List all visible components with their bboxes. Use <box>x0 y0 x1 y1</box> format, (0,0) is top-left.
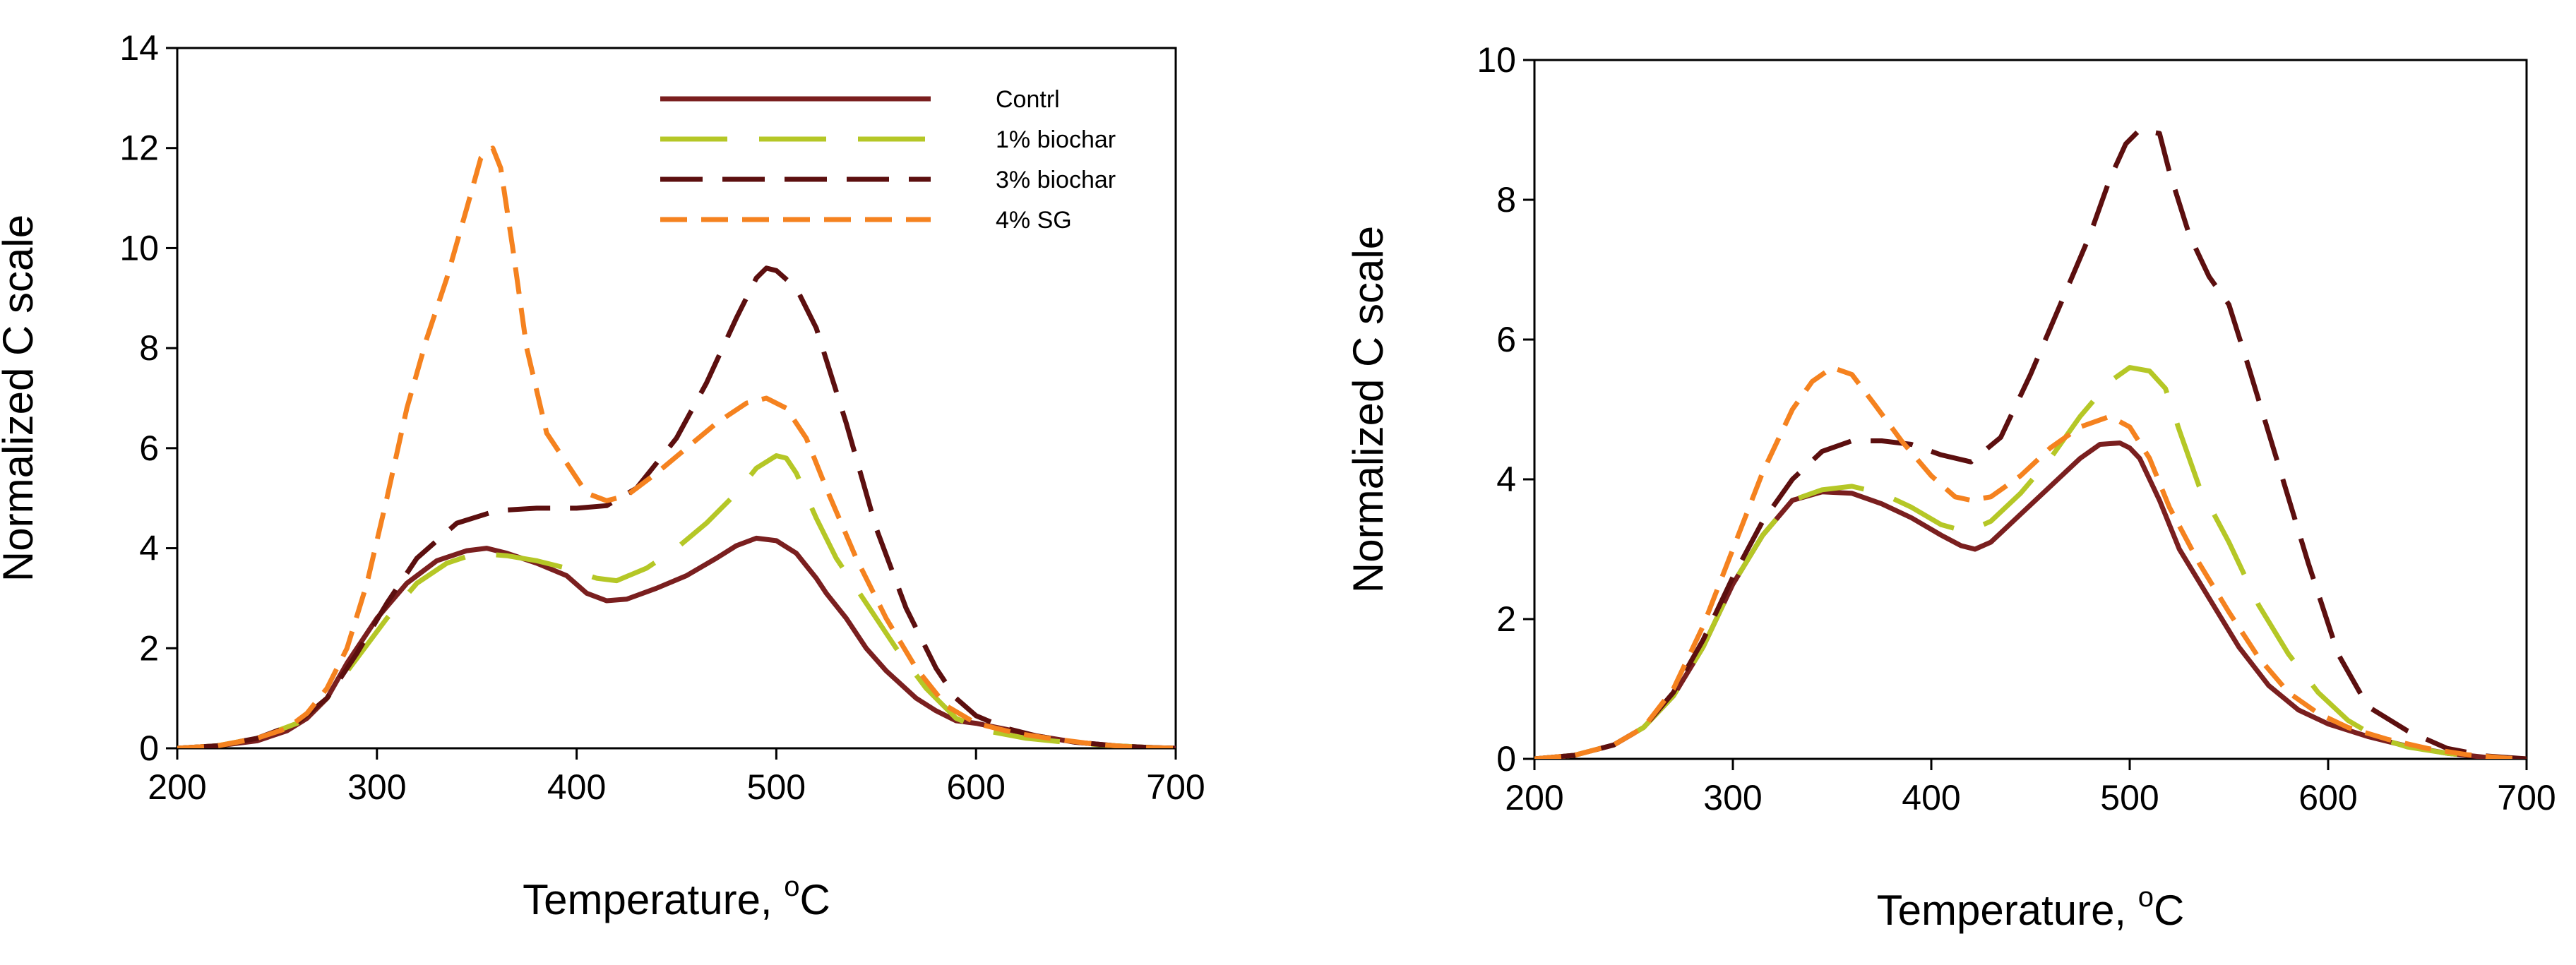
plot-frame <box>176 47 1177 750</box>
series-line-1 <box>177 535 1176 748</box>
chart-panel-2: 0 2 4 6 8 10 200 300 400 500 600 700 Temperature, oC… <box>1344 40 2556 934</box>
x-tick-label: 600 <box>946 767 1005 807</box>
series-line-2 <box>177 453 1176 748</box>
legend-label-4: 4% SG <box>996 207 1072 234</box>
chart-panel-1: 0 2 4 6 8 10 12 14 200 300 400 500 600 700 Temperature… <box>0 28 1205 923</box>
legend: Contrl 1% biochar 3% biochar 4% SG <box>660 86 1116 234</box>
series-line-2 <box>1534 365 2527 759</box>
legend-label-1: Contrl <box>996 86 1060 113</box>
x-tick-label: 700 <box>2497 778 2556 817</box>
x-axis-title: Temperature, oC <box>1877 882 2185 934</box>
x-tick-label: 700 <box>1146 767 1205 807</box>
x-tick-label: 400 <box>547 767 606 807</box>
series-line-4 <box>1534 365 2527 759</box>
x-tick-label: 200 <box>148 767 206 807</box>
y-axis-title: Normalized C scale <box>0 215 42 582</box>
y-tick-label: 10 <box>1477 40 1516 80</box>
legend-label-2: 1% biochar <box>996 126 1116 153</box>
y-tick-label: 0 <box>139 729 159 768</box>
series-line-4 <box>177 145 1176 748</box>
x-tick-label: 300 <box>1703 778 1762 817</box>
y-tick-label: 10 <box>119 228 159 268</box>
plot-frame <box>1533 59 2528 760</box>
y-tick-label: 2 <box>1496 599 1516 639</box>
x-tick-label: 500 <box>2100 778 2159 817</box>
series-line-3 <box>1534 127 2527 759</box>
y-tick-label: 6 <box>1496 320 1516 359</box>
series-line-3 <box>177 265 1176 748</box>
x-tick-label: 200 <box>1505 778 1563 817</box>
y-axis-title: Normalized C scale <box>1344 226 1392 593</box>
series-lines <box>177 145 1176 748</box>
y-tick-label: 4 <box>139 529 159 568</box>
x-tick-label: 500 <box>747 767 806 807</box>
series-line-1 <box>1534 440 2527 759</box>
y-tick-label: 14 <box>119 28 159 68</box>
y-tick-label: 6 <box>139 428 159 468</box>
y-tick-label: 0 <box>1496 739 1516 779</box>
y-tick-label: 4 <box>1496 460 1516 499</box>
series-lines <box>1534 127 2527 759</box>
y-tick-label: 12 <box>119 128 159 168</box>
y-tick-label: 8 <box>1496 180 1516 220</box>
x-tick-label: 300 <box>347 767 406 807</box>
y-tick-label: 8 <box>139 328 159 368</box>
y-tick-label: 2 <box>139 628 159 668</box>
x-axis-title: Temperature, oC <box>523 871 830 923</box>
x-tick-label: 600 <box>2298 778 2357 817</box>
x-tick-label: 400 <box>1902 778 1960 817</box>
legend-label-3: 3% biochar <box>996 167 1116 193</box>
